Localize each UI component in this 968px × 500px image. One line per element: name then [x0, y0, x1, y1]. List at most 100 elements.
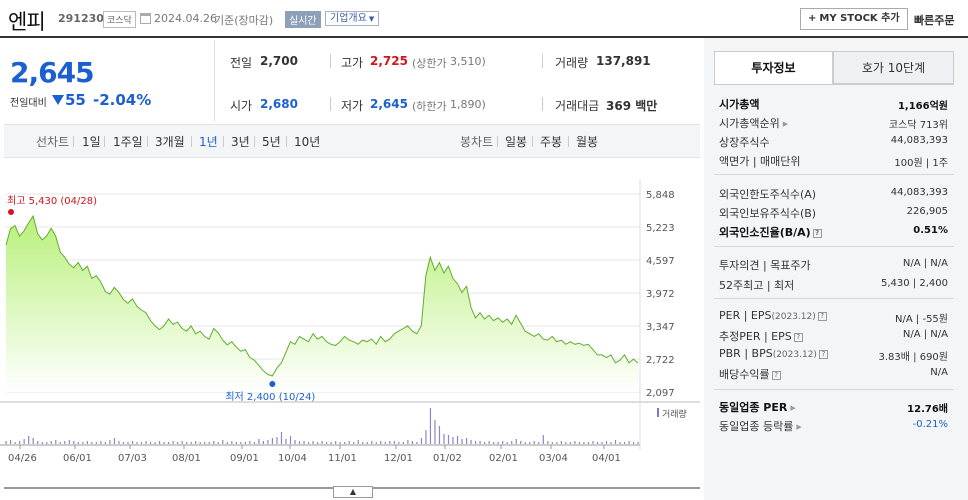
volume-bar — [321, 441, 323, 444]
volume-label: 거래량 — [555, 56, 589, 70]
volume-bar — [461, 439, 463, 444]
volume-bar — [434, 420, 436, 444]
range-1d[interactable]: 1일 — [82, 135, 101, 149]
volume-bar — [19, 441, 21, 444]
x-tick-label: 12/01 — [384, 453, 413, 464]
high-marker — [8, 209, 14, 215]
divider — [714, 84, 954, 85]
dividend-text: 배당수익률 — [719, 368, 770, 381]
candle-daily[interactable]: 일봉 — [505, 135, 528, 149]
foreign-ratio-value: 0.51% — [913, 225, 948, 236]
price-chart[interactable]: 5,848 5,223 4,597 3,972 3,347 2,722 2,097 최고 5,… — [0, 180, 700, 470]
tab-orderbook[interactable]: 호가 10단계 — [833, 51, 954, 84]
volume-bar — [474, 441, 477, 444]
volume-bar — [163, 442, 165, 444]
volume-bar — [10, 440, 12, 444]
volume-bar — [574, 441, 576, 444]
industry-chg-text: 동일업종 등락률 — [719, 420, 794, 433]
volume-bar — [538, 442, 540, 444]
shares-value: 44,083,393 — [890, 135, 948, 146]
volume-bar — [249, 441, 251, 444]
range-1w[interactable]: 1주일 — [113, 135, 143, 149]
my-stock-add-button[interactable]: + MY STOCK 추가 — [800, 8, 908, 30]
volume-bar — [77, 442, 79, 444]
volume-bar — [28, 436, 30, 444]
foreign-ratio-label: 외국인소진율(B/A)? — [719, 224, 822, 240]
help-icon[interactable]: ? — [793, 332, 803, 342]
collapse-chart-button[interactable]: ▲ — [333, 486, 373, 498]
high-label: 고가 — [341, 56, 364, 70]
volume-bar — [565, 442, 567, 444]
tab-investment-info[interactable]: 투자정보 — [714, 51, 833, 84]
volume-bar — [330, 442, 332, 444]
mcap-value: 1,166억원 — [897, 101, 948, 112]
volume-bar — [258, 439, 260, 444]
volume-bar — [204, 442, 206, 444]
volume-bar — [276, 437, 278, 444]
range-3m[interactable]: 3개월 — [155, 135, 185, 149]
help-icon[interactable]: ? — [817, 311, 827, 321]
volume-bar — [217, 442, 219, 444]
opinion-label: 투자의견 | 목표주가 — [719, 259, 811, 272]
volume-bar — [100, 441, 102, 444]
volume-bar — [222, 440, 224, 444]
candle-monthly[interactable]: 월봉 — [576, 135, 599, 149]
company-overview-dropdown[interactable]: 기업개요 ▼ — [325, 11, 380, 26]
volume-bar — [389, 441, 391, 444]
y-tick-label: 3,347 — [646, 322, 675, 333]
help-icon[interactable]: ? — [771, 370, 781, 380]
range-1y[interactable]: 1년 — [199, 135, 218, 149]
volume-bar — [131, 441, 134, 444]
volume-bar — [425, 430, 427, 444]
realtime-button[interactable]: 실시간 — [285, 11, 321, 28]
volume-bar — [429, 408, 432, 444]
x-tick-label: 06/01 — [63, 453, 92, 464]
range-10y[interactable]: 10년 — [294, 135, 321, 149]
volume-bar — [186, 442, 188, 444]
volume-bar — [177, 442, 179, 444]
volume-bar — [280, 432, 283, 444]
line-chart-label: 선차트 — [36, 135, 70, 149]
volume-bar — [307, 442, 310, 444]
divider — [714, 246, 954, 247]
help-icon[interactable]: ? — [812, 228, 822, 238]
volume-bar — [231, 441, 233, 444]
candle-weekly[interactable]: 주봉 — [540, 135, 563, 149]
mcap-rank-text: 시가총액순위 — [719, 117, 780, 130]
volume-bar — [285, 439, 287, 444]
volume-bar — [348, 441, 350, 444]
volume-bar — [14, 442, 16, 444]
divider — [254, 136, 255, 147]
y-tick-label: 5,223 — [646, 223, 675, 234]
volume-bar — [136, 442, 138, 444]
range-5y[interactable]: 5년 — [262, 135, 281, 149]
volume-bar — [393, 441, 395, 444]
volume-bar — [596, 442, 599, 444]
volume-bar — [375, 442, 377, 444]
divider — [714, 298, 954, 299]
volume-bar — [50, 441, 52, 444]
volume-bar — [303, 441, 305, 444]
calendar-icon — [140, 13, 151, 24]
quick-order-link[interactable]: 빠른주문 — [914, 14, 955, 27]
mcap-rank-label: 시가총액순위 ▶ — [719, 115, 788, 131]
volume-bar — [59, 442, 61, 444]
volume-bar — [438, 426, 441, 444]
volume-bar — [86, 441, 88, 444]
change-amount: 55 — [65, 91, 86, 109]
stock-code: 291230 — [58, 12, 104, 25]
upper-limit-label: (상한가 — [412, 57, 447, 70]
range-3y[interactable]: 3년 — [231, 135, 250, 149]
volume-bar — [416, 442, 418, 444]
volume-bar — [289, 436, 292, 444]
volume-bar — [172, 441, 174, 444]
per-value: N/A | -55원 — [895, 314, 948, 325]
volume-bar — [452, 437, 454, 444]
help-icon[interactable]: ? — [818, 349, 828, 359]
volume-bar — [168, 442, 170, 444]
volume-bar — [551, 442, 553, 444]
low-label: 저가 — [341, 99, 364, 113]
divider — [568, 136, 569, 147]
volume-bar — [82, 442, 84, 444]
volume-bar — [520, 441, 522, 444]
